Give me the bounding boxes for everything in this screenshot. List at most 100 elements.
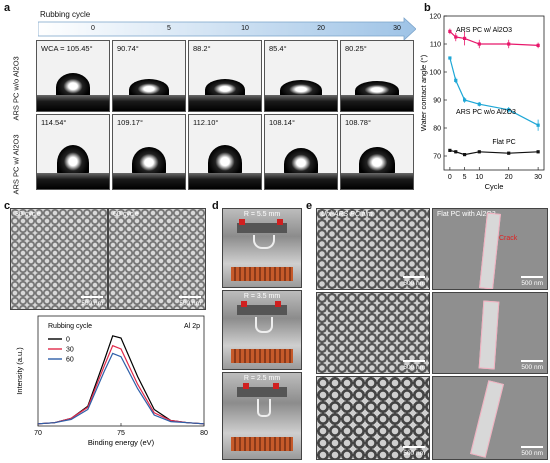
droplet-photo: 108.78°: [340, 114, 414, 190]
water-droplet: [57, 145, 89, 175]
clamp: [237, 387, 287, 397]
panel-e-label: e: [306, 200, 313, 212]
bent-film: [257, 399, 271, 417]
scale-bar: [403, 276, 425, 278]
substrate: [37, 95, 109, 111]
data-point: [536, 123, 540, 127]
scale-text: 500 nm: [521, 280, 543, 287]
sem-label: 30 cycle: [15, 211, 41, 218]
droplet-photo: 109.17°: [112, 114, 186, 190]
y-tick-label: 80: [433, 126, 441, 133]
rubbing-arrow: [38, 17, 416, 40]
water-droplet: [129, 79, 169, 97]
screw-rail: [231, 267, 293, 281]
substrate: [37, 173, 109, 189]
row-label-without-al2o3: ARS PC w/o Al2O3: [11, 56, 21, 121]
clamp: [237, 223, 287, 233]
data-point: [477, 102, 481, 106]
substrate: [189, 95, 261, 111]
scale-bar: [403, 446, 425, 448]
x-tick-label: 30: [534, 174, 542, 181]
data-point: [462, 98, 467, 102]
data-point: [477, 42, 481, 46]
scale-bar: [403, 360, 425, 362]
x-tick-label: 20: [505, 174, 513, 181]
contact-angle-label: WCA = 105.45°: [41, 44, 93, 53]
crack-strip: [479, 212, 501, 289]
legend-label: ARS PC w/ Al2O3: [456, 27, 512, 34]
data-point: [454, 78, 458, 82]
droplet-photo: WCA = 105.45°: [36, 40, 110, 112]
legend-label: 30: [66, 347, 74, 354]
cycle-20: 20: [317, 25, 325, 32]
clamp-knob: [239, 219, 245, 225]
scale-bar: [179, 296, 201, 298]
droplet-photo: 85.4°: [264, 40, 338, 112]
contact-angle-label: 114.54°: [41, 118, 67, 127]
x-axis-label: Cycle: [485, 182, 504, 191]
y-tick-label: 70: [433, 154, 441, 161]
sem-image-60-cycle: 60 cycle 500 nm: [108, 208, 206, 310]
contact-angle-label: 88.2°: [193, 44, 211, 53]
substrate: [189, 173, 261, 189]
screw-rail: [231, 437, 293, 451]
sem-label: 60 cycle: [113, 211, 139, 218]
droplet-photo: 112.10°: [188, 114, 262, 190]
flat-pc-sem: 500 nm: [432, 292, 548, 374]
legend-label: ARS PC w/o Al2O3: [456, 109, 516, 116]
data-point: [448, 148, 452, 152]
x-tick-label: 80: [200, 430, 208, 437]
substrate: [265, 173, 337, 189]
bending-photo: R = 5.5 mm: [222, 208, 302, 288]
data-point: [454, 35, 458, 39]
crack-strip: [478, 300, 500, 370]
screw-rail: [231, 349, 293, 363]
data-point: [507, 108, 511, 112]
legend-title: Rubbing cycle: [48, 323, 92, 330]
legend-label: 0: [66, 337, 70, 344]
droplet-photo: 88.2°: [188, 40, 262, 112]
substrate: [113, 95, 185, 111]
clamp-knob: [277, 219, 283, 225]
uni-ars-sem: 500 nm: [316, 292, 430, 374]
droplet-photo: 108.14°: [264, 114, 338, 190]
scale-text: 500 nm: [403, 280, 425, 287]
substrate: [341, 95, 413, 111]
crack-strip: [470, 380, 504, 458]
bending-radius-label: R = 2.5 mm: [243, 375, 281, 382]
y-tick-label: 90: [433, 98, 441, 105]
data-point: [507, 151, 511, 155]
series-line: [37, 344, 205, 425]
x-tick-label: 75: [117, 430, 125, 437]
bent-film: [255, 317, 273, 333]
scale-text: 500 nm: [81, 300, 103, 307]
clamp-knob: [241, 301, 247, 307]
uni-ars-sem: 500 nm: [316, 376, 430, 460]
y-axis-label: Intensity (a.u.): [15, 347, 24, 395]
scale-bar: [521, 276, 543, 278]
cycle-0: 0: [91, 25, 95, 32]
bending-radius-label: R = 3.5 mm: [243, 293, 281, 300]
flat-pc-sem: 500 nm: [432, 376, 548, 460]
data-point: [536, 150, 540, 154]
droplet-photo: 114.54°: [36, 114, 110, 190]
bent-film: [253, 235, 275, 249]
sem-image-30-cycle: 30 cycle 500 nm: [10, 208, 108, 310]
contact-angle-label: 85.4°: [269, 44, 287, 53]
bending-radius-label: R = 5.5 mm: [243, 211, 281, 218]
clamp-knob: [273, 383, 279, 389]
panel-a-label: a: [4, 2, 11, 14]
water-droplet: [205, 79, 245, 97]
series-line: [37, 352, 205, 425]
plot-frame: [37, 315, 205, 427]
contact-angle-label: 90.74°: [117, 44, 139, 53]
bending-photo: R = 2.5 mm: [222, 372, 302, 460]
water-droplet: [280, 80, 322, 97]
contact-angle-label: 112.10°: [193, 118, 219, 127]
scale-text: 500 nm: [403, 364, 425, 371]
clamp: [237, 305, 287, 315]
uni-ars-sem: Uni-ARS PC film 500 nm: [316, 208, 430, 290]
legend-label: Flat PC: [492, 139, 515, 146]
clamp-knob: [243, 383, 249, 389]
